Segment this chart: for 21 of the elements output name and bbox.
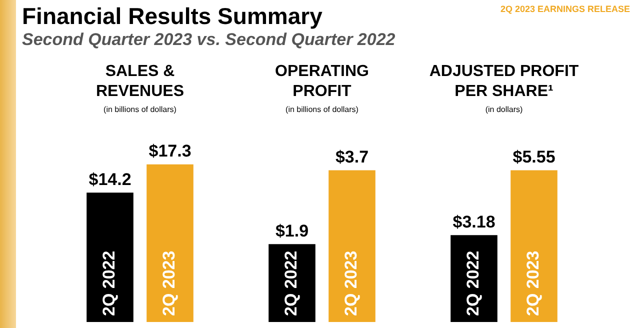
data-label: $14.2 xyxy=(88,170,132,189)
text: Second Quarter 2023 vs. Second Quarter 2022 xyxy=(22,30,396,50)
data-label: $3.7 xyxy=(335,147,369,166)
x-tick-label: 2Q 2023 xyxy=(342,250,361,316)
chart-title: OPERATING PROFIT xyxy=(274,62,370,102)
data-label: $1.9 xyxy=(275,221,309,240)
chart-subtitle: (in billions of dollars) xyxy=(286,105,358,114)
x-tick-label: 2Q 2023 xyxy=(524,250,543,316)
x-tick-label: 2Q 2023 xyxy=(160,250,179,316)
x-tick-label: 2Q 2022 xyxy=(282,250,301,316)
chart-title: SALES & REVENUES xyxy=(94,62,186,102)
chart-subtitle: (in billions of dollars) xyxy=(104,105,176,114)
data-label: $3.18 xyxy=(452,212,496,232)
text: 2Q 2023 EARNINGS RELEASE xyxy=(500,4,630,14)
data-label: $17.3 xyxy=(148,142,192,161)
x-tick-label: 2Q 2022 xyxy=(100,250,119,316)
data-label: $5.55 xyxy=(512,147,556,166)
chart-title: ADJUSTED PROFIT PER SHARE¹ xyxy=(429,62,579,102)
text: Financial Results Summary xyxy=(22,3,322,30)
x-tick-label: 2Q 2022 xyxy=(464,250,483,316)
chart-subtitle: (in dollars) xyxy=(485,105,523,114)
